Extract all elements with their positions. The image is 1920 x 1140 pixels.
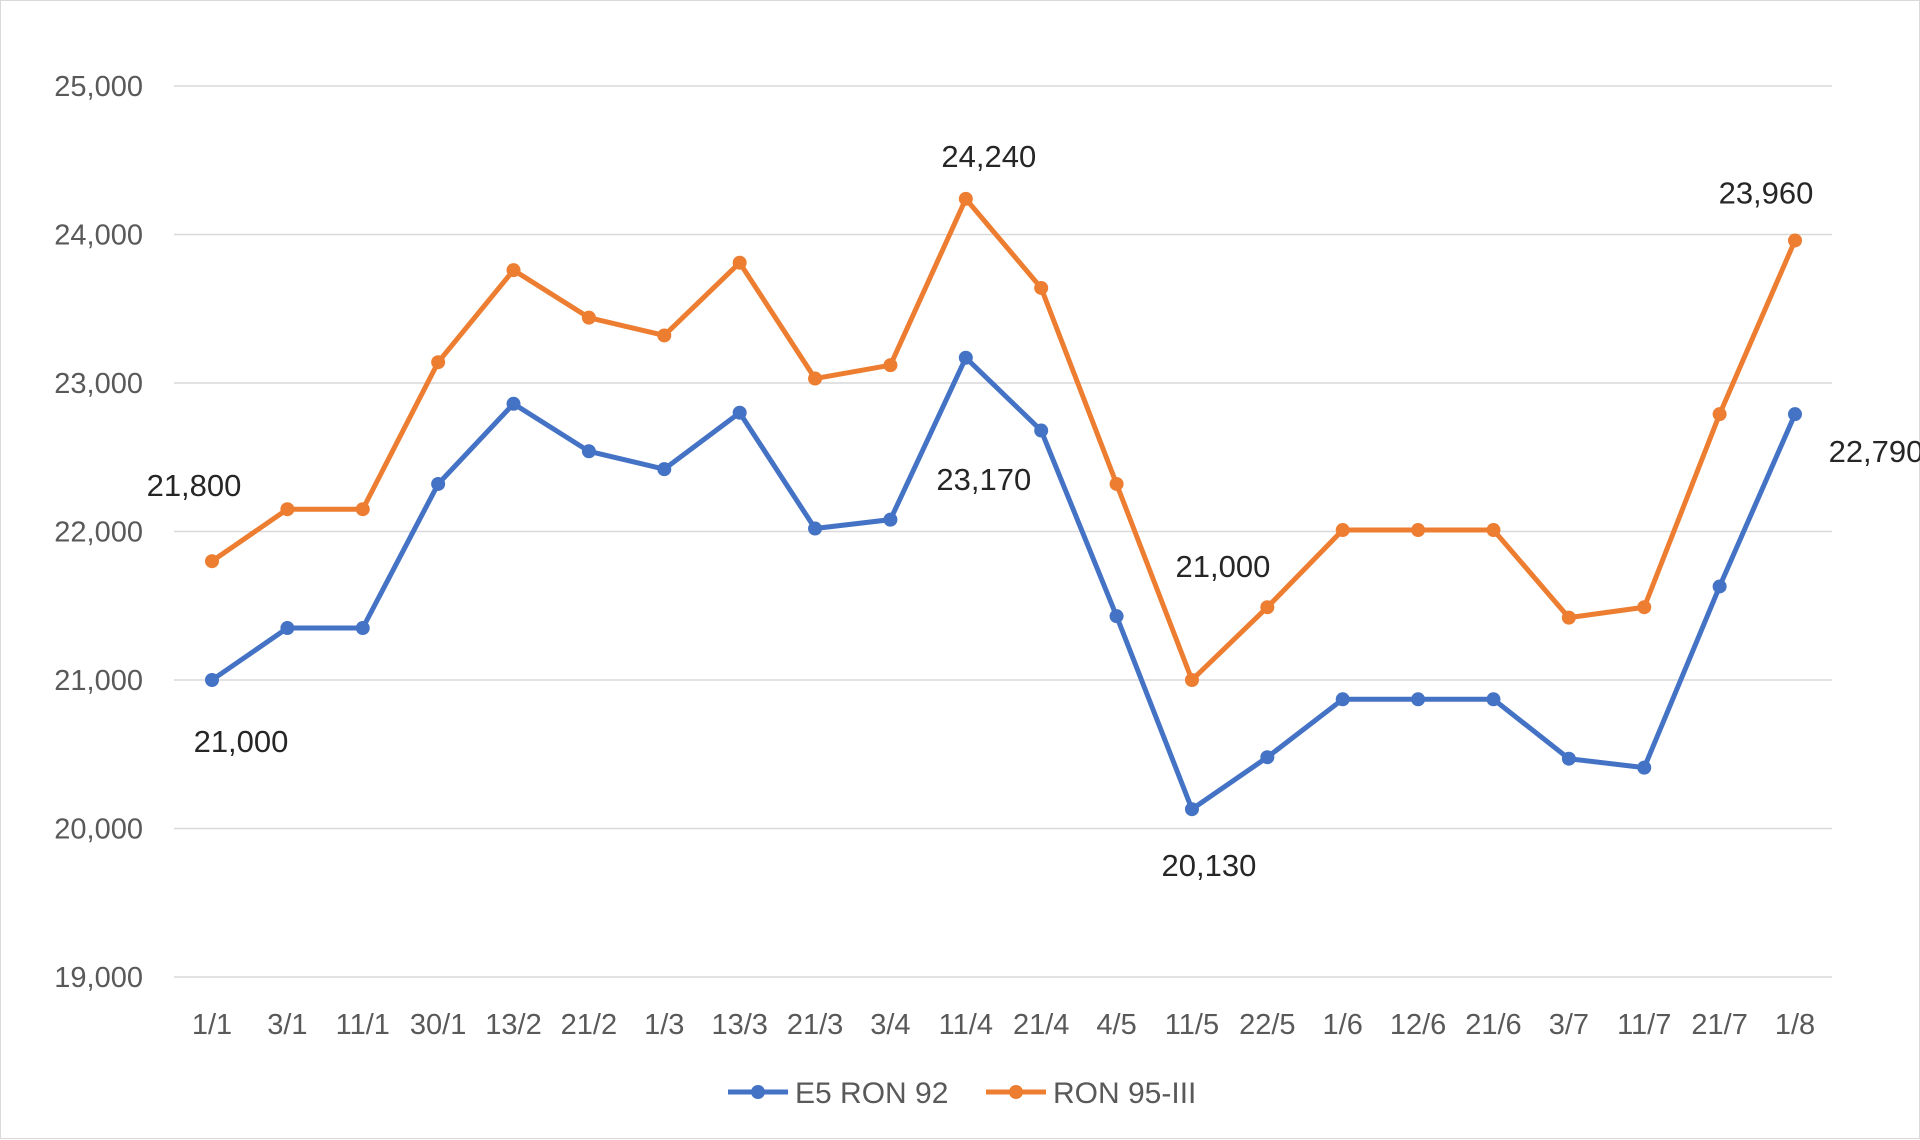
data-point	[1411, 523, 1426, 538]
x-tick-label: 21/7	[1691, 1009, 1747, 1041]
gridlines	[174, 85, 1832, 978]
data-point	[958, 350, 973, 365]
legend-marker	[1009, 1085, 1023, 1099]
x-tick-label: 21/4	[1013, 1009, 1069, 1041]
data-point	[431, 476, 446, 491]
data-point	[205, 673, 219, 687]
data-label: 22,790	[1829, 434, 1920, 469]
y-tick-label: 25,000	[54, 71, 143, 103]
legend-item: RON 95-III	[986, 1077, 1196, 1110]
x-tick-label: 11/4	[939, 1009, 993, 1041]
x-tick-label: 13/2	[485, 1009, 541, 1041]
series-lines	[205, 191, 1802, 817]
x-tick-label: 1/3	[644, 1009, 684, 1041]
data-point	[1184, 802, 1199, 817]
x-tick-label: 30/1	[410, 1009, 466, 1041]
data-point	[581, 310, 596, 325]
data-label: 23,170	[936, 462, 1031, 497]
y-tick-label: 23,000	[54, 368, 143, 400]
data-point	[581, 444, 596, 459]
data-point	[657, 328, 672, 343]
data-point	[1411, 692, 1426, 707]
y-tick-label: 19,000	[54, 962, 143, 994]
x-axis-tick-labels: 1/1 3/1 11/1 30/1 13/2 21/2 1/3 13/3 21/3 3/4 11/4…	[192, 1009, 1815, 1041]
data-point	[958, 191, 973, 206]
x-tick-label: 11/7	[1617, 1009, 1671, 1041]
data-point	[732, 255, 747, 270]
x-tick-label: 11/1	[336, 1009, 390, 1041]
data-point	[808, 521, 823, 536]
data-point	[1335, 523, 1350, 538]
y-tick-label: 20,000	[54, 814, 143, 846]
data-point	[883, 358, 898, 373]
data-point	[1184, 673, 1199, 687]
data-labels: 21,800 21,000 24,240 23,170 21,000 20,130 23,9…	[147, 139, 1920, 883]
x-tick-label: 3/1	[267, 1009, 307, 1041]
legend-label: E5 RON 92	[795, 1077, 948, 1110]
x-tick-label: 3/4	[870, 1009, 910, 1041]
data-point	[1034, 280, 1049, 295]
y-axis-tick-labels: 19,000 20,000 21,000 22,000 23,000 24,000 25,0…	[54, 71, 143, 994]
x-tick-label: 1/8	[1775, 1009, 1815, 1041]
data-point	[1486, 523, 1501, 538]
data-point	[506, 263, 521, 278]
data-point	[431, 355, 446, 370]
data-point	[1034, 423, 1049, 438]
data-point	[1561, 751, 1576, 766]
data-point	[1260, 750, 1275, 765]
x-tick-label: 13/3	[711, 1009, 767, 1041]
data-point	[1637, 760, 1652, 775]
legend: E5 RON 92 RON 95-III	[728, 1077, 1196, 1110]
data-point	[808, 371, 823, 386]
data-point	[280, 502, 295, 517]
x-tick-label: 3/7	[1549, 1009, 1589, 1041]
x-tick-label: 21/3	[787, 1009, 843, 1041]
x-tick-label: 22/5	[1239, 1009, 1295, 1041]
data-point	[732, 405, 747, 420]
data-label: 20,130	[1162, 848, 1257, 883]
data-label: 24,240	[941, 139, 1036, 174]
data-point	[1486, 692, 1501, 707]
data-point	[1109, 609, 1124, 624]
x-tick-label: 21/6	[1465, 1009, 1521, 1041]
data-point	[883, 512, 898, 527]
data-label: 21,000	[194, 724, 289, 759]
data-point	[1788, 407, 1802, 422]
data-point	[1335, 692, 1350, 707]
data-point	[355, 621, 370, 636]
data-point	[657, 462, 672, 477]
data-label: 21,000	[1176, 549, 1271, 584]
series-line	[209, 196, 1798, 683]
data-point	[506, 396, 521, 411]
data-point	[1561, 610, 1576, 625]
x-tick-label: 21/2	[561, 1009, 617, 1041]
data-point	[1260, 600, 1275, 615]
data-point	[1637, 600, 1652, 615]
y-tick-label: 22,000	[54, 517, 143, 549]
data-point	[1712, 579, 1727, 594]
x-tick-label: 1/1	[192, 1009, 232, 1041]
data-point	[205, 554, 219, 569]
series-line	[209, 355, 1798, 812]
legend-item: E5 RON 92	[728, 1077, 948, 1110]
series-0	[205, 350, 1802, 817]
x-tick-label: 12/6	[1390, 1009, 1446, 1041]
y-tick-label: 21,000	[54, 665, 143, 697]
data-label: 21,800	[147, 468, 242, 503]
y-tick-label: 24,000	[54, 220, 143, 252]
x-tick-label: 4/5	[1096, 1009, 1136, 1041]
legend-label: RON 95-III	[1053, 1077, 1196, 1110]
legend-marker	[751, 1085, 765, 1099]
data-point	[1788, 233, 1802, 248]
series-1	[205, 191, 1802, 687]
x-tick-label: 1/6	[1323, 1009, 1363, 1041]
x-tick-label: 11/5	[1165, 1009, 1219, 1041]
data-point	[1109, 476, 1124, 491]
data-point	[280, 621, 295, 636]
data-point	[355, 502, 370, 517]
data-point	[1712, 407, 1727, 422]
data-label: 23,960	[1719, 175, 1814, 210]
